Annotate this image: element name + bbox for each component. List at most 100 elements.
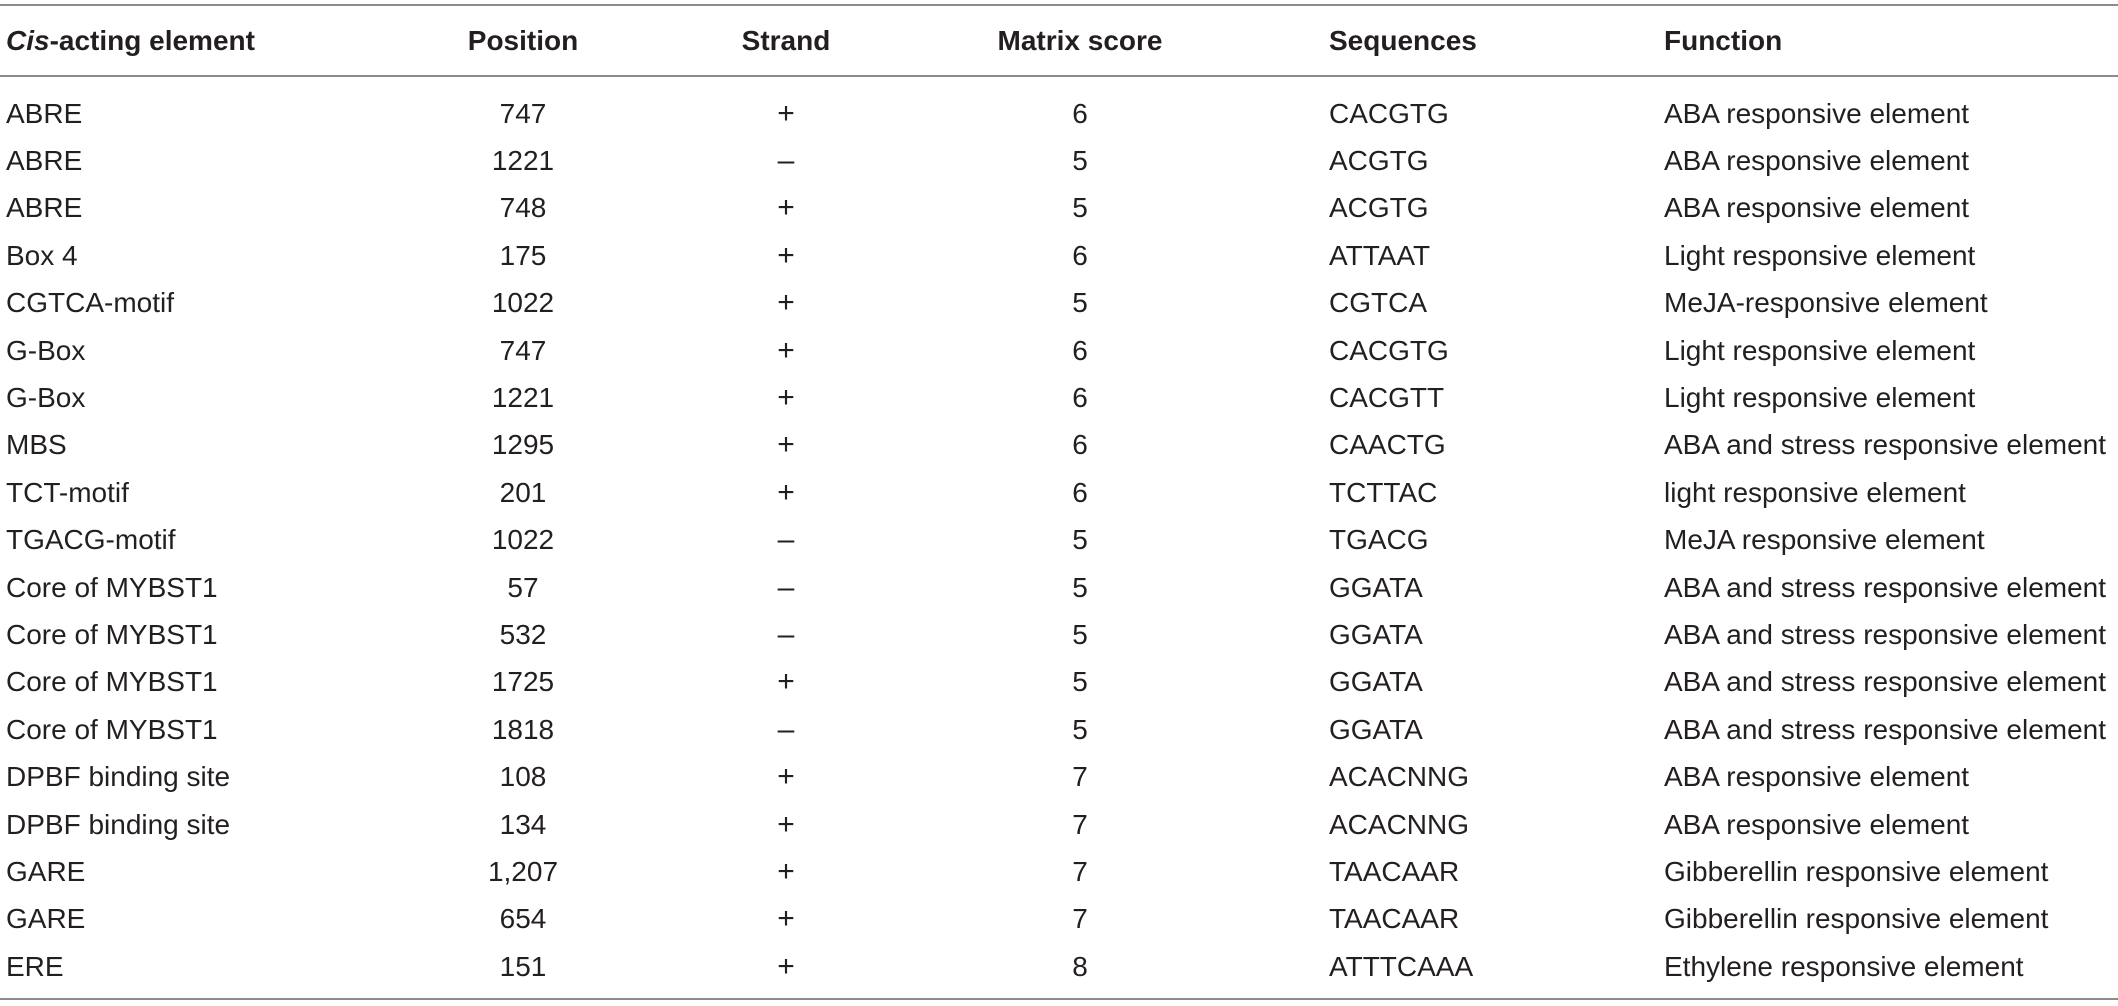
cell-function: ABA and stress responsive element <box>1664 429 2107 461</box>
cell-sequence: ACGTG <box>1329 145 1429 177</box>
cell-strand: + <box>777 475 795 509</box>
cell-function: Ethylene responsive element <box>1664 950 2024 982</box>
cell-function: ABA and stress responsive element <box>1664 713 2107 745</box>
cell-element: TGACG-motif <box>6 524 176 556</box>
cell-matrix-score: 7 <box>1072 903 1088 935</box>
cell-function: ABA and stress responsive element <box>1664 666 2107 698</box>
cell-position: 1818 <box>491 713 555 745</box>
table-row: MBS 1295 + 6 CAACTG ABA and stress respo… <box>0 422 2118 469</box>
data-table: Cis -acting element Position Strand Matri… <box>0 6 2118 990</box>
header-cis-italic: Cis <box>6 24 50 56</box>
cell-element: Core of MYBST1 <box>6 571 218 603</box>
cell-function: ABA responsive element <box>1664 145 1970 177</box>
cell-position: 1221 <box>491 145 555 177</box>
cell-element: MBS <box>6 429 67 461</box>
cell-matrix-score: 5 <box>1072 192 1088 224</box>
cell-position: 134 <box>499 808 547 840</box>
cell-function: Light responsive element <box>1664 382 1976 414</box>
table-row: TGACG-motif 1022 – 5 TGACG MeJA responsi… <box>0 517 2118 564</box>
cell-position: 747 <box>499 334 547 366</box>
cell-function: ABA responsive element <box>1664 808 1970 840</box>
cell-function: ABA responsive element <box>1664 761 1970 793</box>
cell-sequence: ACACNNG <box>1329 761 1470 793</box>
table-row: DPBF binding site 134 + 7 ACACNNG ABA re… <box>0 801 2118 848</box>
cell-function: Light responsive element <box>1664 239 1976 271</box>
cell-sequence: GGATA <box>1329 666 1423 698</box>
header-strand: Strand <box>741 24 831 56</box>
cell-element: G-Box <box>6 334 86 366</box>
cell-element: TCT-motif <box>6 476 129 508</box>
cell-position: 654 <box>499 903 547 935</box>
table-body: ABRE 747 + 6 CACGTG ABA responsive eleme… <box>0 75 2118 990</box>
header-cis-rest: -acting element <box>49 24 255 56</box>
cell-position: 532 <box>499 618 547 650</box>
cell-function: MeJA-responsive element <box>1664 287 1988 319</box>
cell-sequence: GGATA <box>1329 618 1423 650</box>
cell-strand: + <box>777 665 795 699</box>
cell-sequence: GGATA <box>1329 571 1423 603</box>
cell-sequence: GGATA <box>1329 713 1423 745</box>
cell-sequence: CACGTG <box>1329 97 1449 129</box>
cell-sequence: TGACG <box>1329 524 1429 556</box>
table-row: DPBF binding site 108 + 7 ACACNNG ABA re… <box>0 753 2118 800</box>
table-row: Core of MYBST1 1818 – 5 GGATA ABA and st… <box>0 706 2118 753</box>
table-row: CGTCA-motif 1022 + 5 CGTCA MeJA-responsi… <box>0 280 2118 327</box>
cell-position: 748 <box>499 192 547 224</box>
header-matrix-score: Matrix score <box>997 24 1163 56</box>
cell-matrix-score: 5 <box>1072 666 1088 698</box>
table-bottom-rule <box>0 998 2118 1000</box>
cell-sequence: CACGTT <box>1329 382 1445 414</box>
cell-element: DPBF binding site <box>6 761 231 793</box>
cell-element: GARE <box>6 903 86 935</box>
cell-function: light responsive element <box>1664 476 1966 508</box>
cell-strand: – <box>777 570 795 604</box>
table-top-rule <box>0 4 2118 6</box>
cell-strand: + <box>777 760 795 794</box>
cell-sequence: ACGTG <box>1329 192 1429 224</box>
header-position: Position <box>467 24 579 56</box>
header-cis-acting-element: Cis -acting element <box>6 6 436 75</box>
cell-sequence: CAACTG <box>1329 429 1446 461</box>
cell-strand: – <box>777 712 795 746</box>
cell-strand: + <box>777 191 795 225</box>
cell-matrix-score: 6 <box>1072 476 1088 508</box>
cell-matrix-score: 5 <box>1072 571 1088 603</box>
cell-element: ERE <box>6 950 64 982</box>
cell-position: 175 <box>499 239 547 271</box>
table-row: GARE 654 + 7 TAACAAR Gibberellin respons… <box>0 896 2118 943</box>
cell-element: CGTCA-motif <box>6 287 174 319</box>
cell-position: 1022 <box>491 287 555 319</box>
cell-matrix-score: 7 <box>1072 761 1088 793</box>
cell-matrix-score: 7 <box>1072 808 1088 840</box>
cell-strand: – <box>777 523 795 557</box>
cell-function: ABA responsive element <box>1664 97 1970 129</box>
cell-function: Gibberellin responsive element <box>1664 855 2049 887</box>
cell-matrix-score: 6 <box>1072 382 1088 414</box>
cell-position: 151 <box>499 950 547 982</box>
table-row: Core of MYBST1 57 – 5 GGATA ABA and stre… <box>0 564 2118 611</box>
cell-strand: + <box>777 238 795 272</box>
cell-position: 201 <box>499 476 547 508</box>
cell-position: 1221 <box>491 382 555 414</box>
cell-function: MeJA responsive element <box>1664 524 1985 556</box>
table-row: ABRE 747 + 6 CACGTG ABA responsive eleme… <box>0 90 2118 137</box>
table-row: Box 4 175 + 6 ATTAAT Light responsive el… <box>0 232 2118 279</box>
cell-strand: + <box>777 854 795 888</box>
table-row: G-Box 1221 + 6 CACGTT Light responsive e… <box>0 374 2118 421</box>
cell-matrix-score: 5 <box>1072 145 1088 177</box>
cell-matrix-score: 5 <box>1072 287 1088 319</box>
cell-strand: + <box>777 381 795 415</box>
cell-strand: + <box>777 949 795 983</box>
cell-matrix-score: 7 <box>1072 855 1088 887</box>
header-function: Function <box>1664 24 1783 56</box>
cell-strand: + <box>777 286 795 320</box>
table-row: Core of MYBST1 532 – 5 GGATA ABA and str… <box>0 611 2118 658</box>
cell-element: GARE <box>6 855 86 887</box>
cell-sequence: ACACNNG <box>1329 808 1470 840</box>
cell-strand: – <box>777 617 795 651</box>
cell-element: ABRE <box>6 145 83 177</box>
cell-sequence: CGTCA <box>1329 287 1427 319</box>
cell-position: 747 <box>499 97 547 129</box>
cell-matrix-score: 6 <box>1072 97 1088 129</box>
